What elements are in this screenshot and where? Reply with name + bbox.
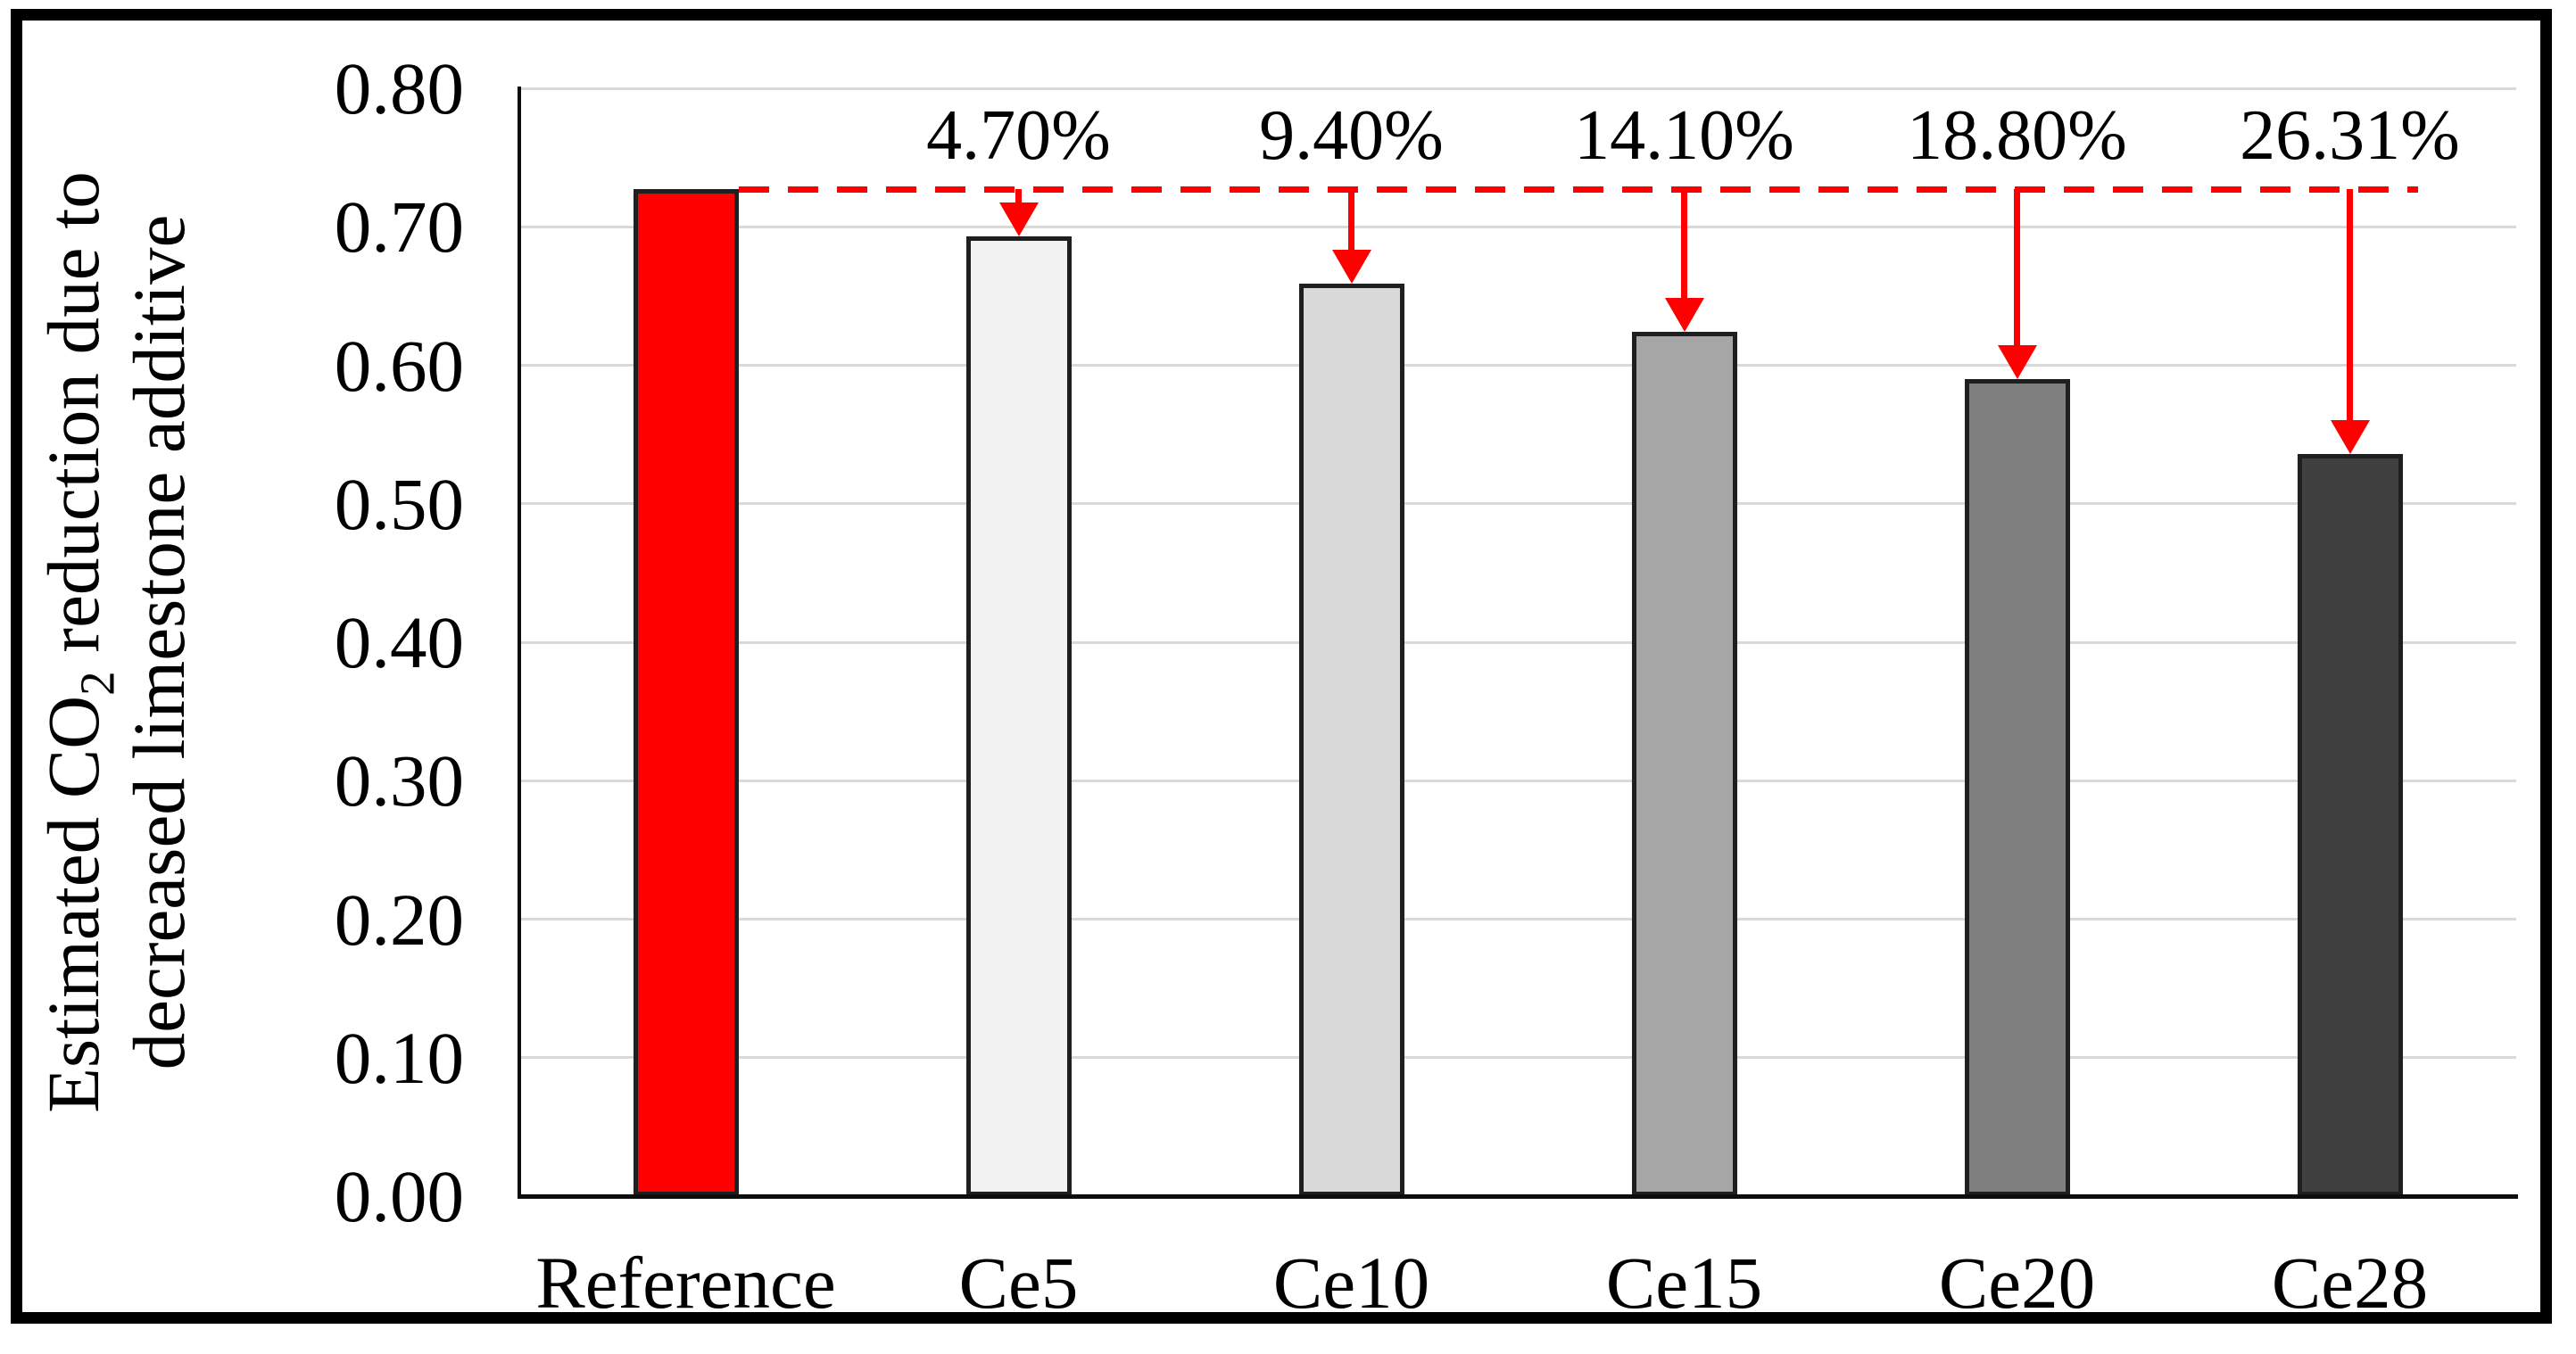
x-axis-line [518, 1194, 2518, 1199]
y-tick-label-0.00: 0.00 [334, 1155, 464, 1237]
bar-ce15 [1631, 332, 1737, 1196]
gridline-0.40 [519, 640, 2516, 644]
gridline-0.80 [519, 87, 2516, 90]
gridline-0.60 [519, 364, 2516, 367]
gridline-0.10 [519, 1056, 2516, 1060]
y-tick-label-0.40: 0.40 [334, 601, 464, 683]
gridline-0.70 [519, 225, 2516, 228]
bar-ce5 [965, 236, 1072, 1196]
subscript-2: 2 [70, 671, 125, 696]
y-tick-label-0.20: 0.20 [334, 878, 464, 961]
y-tick-label-0.30: 0.30 [334, 739, 464, 822]
y-tick-label-0.80: 0.80 [334, 47, 464, 129]
x-category-label-reference: Reference [535, 1242, 836, 1324]
x-category-label-ce15: Ce15 [1605, 1242, 1763, 1324]
reduction-arrow-head-ce5 [998, 202, 1039, 237]
reduction-arrow-shaft-ce15 [1681, 189, 1687, 299]
bar-reference [633, 189, 739, 1196]
y-axis-line [518, 87, 521, 1198]
gridline-0.50 [519, 502, 2516, 506]
reduction-label-ce20: 18.80% [1907, 96, 2127, 175]
x-category-label-ce10: Ce10 [1272, 1242, 1430, 1324]
reduction-label-ce10: 9.40% [1259, 96, 1444, 175]
y-tick-label-0.60: 0.60 [334, 324, 464, 407]
reduction-label-ce5: 4.70% [926, 96, 1111, 175]
x-category-label-ce28: Ce28 [2271, 1242, 2429, 1324]
x-category-label-ce20: Ce20 [1938, 1242, 2096, 1324]
bar-ce28 [2297, 453, 2403, 1196]
gridline-0.30 [519, 779, 2516, 782]
bar-ce10 [1298, 283, 1404, 1196]
bar-ce20 [1964, 379, 2070, 1196]
y-tick-label-0.70: 0.70 [334, 186, 464, 268]
y-axis-title: Estimated CO2 reduction due to decreased… [30, 0, 202, 1311]
y-axis-title-line2: decreased limestone additive [118, 214, 200, 1070]
reduction-arrow-head-ce28 [2330, 419, 2370, 454]
reduction-arrow-shaft-ce20 [2014, 189, 2020, 346]
reduction-label-ce28: 26.31% [2240, 96, 2460, 175]
x-category-label-ce5: Ce5 [958, 1242, 1079, 1324]
y-tick-label-0.10: 0.10 [334, 1016, 464, 1099]
reduction-arrow-head-ce15 [1664, 298, 1704, 333]
reference-dashed-line [738, 186, 2418, 193]
gridline-0.20 [519, 918, 2516, 921]
reduction-arrow-head-ce20 [1997, 345, 2037, 380]
reduction-arrow-shaft-ce28 [2347, 189, 2353, 420]
reduction-arrow-shaft-ce5 [1015, 189, 1022, 203]
reduction-arrow-shaft-ce10 [1348, 189, 1354, 250]
reduction-label-ce15: 14.10% [1574, 96, 1794, 175]
y-tick-label-0.50: 0.50 [334, 462, 464, 545]
y-axis-title-line1: Estimated CO2 reduction due to [32, 171, 125, 1113]
reduction-arrow-head-ce10 [1331, 249, 1371, 284]
